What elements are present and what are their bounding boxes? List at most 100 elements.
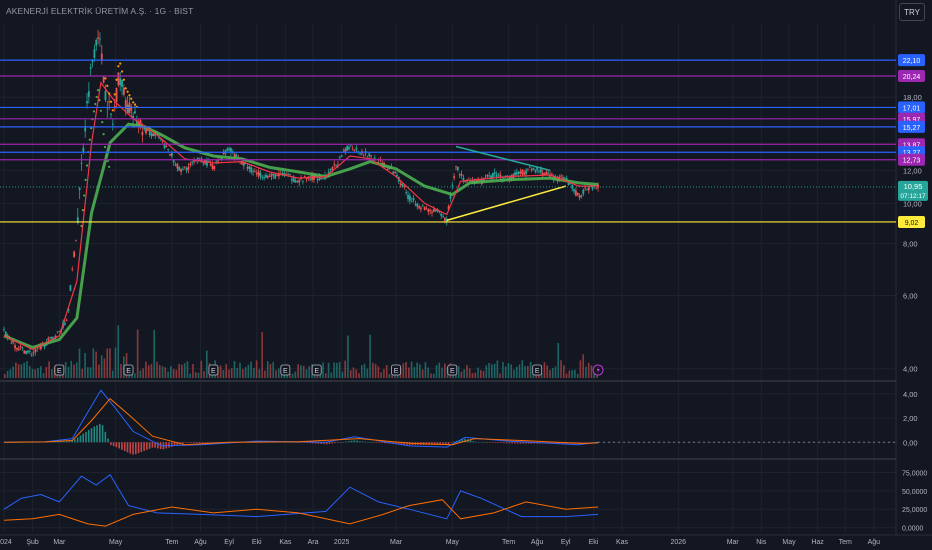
time-axis-label: Eyl bbox=[224, 539, 234, 546]
volume-bar bbox=[261, 332, 263, 378]
volume-bar bbox=[145, 361, 147, 378]
histogram-bar bbox=[182, 442, 184, 444]
histogram-bar bbox=[317, 442, 320, 444]
histogram-bar bbox=[494, 442, 497, 443]
candle-body bbox=[178, 167, 181, 171]
histogram-bar bbox=[464, 438, 466, 443]
candle-body bbox=[39, 344, 42, 350]
volume-bar bbox=[103, 358, 106, 378]
candle-body bbox=[316, 178, 319, 181]
candle-body bbox=[209, 164, 212, 166]
candle-body bbox=[25, 350, 28, 354]
histogram-bar bbox=[198, 442, 201, 444]
volume-bar bbox=[73, 364, 75, 378]
candle-body bbox=[595, 188, 598, 189]
candle-body bbox=[449, 194, 452, 199]
volume-bar bbox=[502, 362, 504, 378]
volume-bar bbox=[117, 325, 120, 378]
candle-body bbox=[211, 164, 214, 169]
histogram-bar bbox=[469, 440, 472, 443]
candle-body bbox=[132, 115, 135, 119]
sar-dot bbox=[85, 164, 89, 167]
candle-body bbox=[340, 155, 343, 157]
candle-body bbox=[102, 76, 105, 83]
volume-bars bbox=[4, 325, 598, 378]
candle-body bbox=[290, 179, 293, 181]
histogram-bar bbox=[453, 441, 455, 443]
sar-dot bbox=[90, 127, 93, 130]
histogram-bar bbox=[107, 438, 109, 443]
candle-body bbox=[346, 146, 349, 151]
candle-body bbox=[174, 164, 177, 166]
candle-body bbox=[202, 162, 205, 164]
candle-body bbox=[530, 169, 533, 171]
candle-body bbox=[414, 204, 417, 205]
candle-body bbox=[97, 37, 99, 39]
price-level-label: 15,97 bbox=[903, 117, 921, 124]
candle-body bbox=[16, 347, 18, 350]
volume-bar bbox=[139, 370, 142, 378]
candle-body bbox=[296, 181, 299, 183]
histogram-bar bbox=[314, 442, 317, 444]
symbol-title: AKENERJİ ELEKTRİK ÜRETİM A.Ş. · 1G · BIS… bbox=[6, 6, 194, 16]
candle-body bbox=[451, 184, 454, 186]
volume-bar bbox=[479, 370, 482, 378]
candle-body bbox=[493, 172, 496, 174]
candle-body bbox=[348, 147, 350, 150]
histogram-bar bbox=[370, 442, 372, 443]
earnings-marker-label: E bbox=[394, 368, 399, 375]
candle-body bbox=[228, 148, 230, 151]
volume-bar bbox=[571, 370, 573, 378]
volume-bar bbox=[128, 373, 131, 378]
volume-bar bbox=[336, 362, 338, 378]
candle-body bbox=[381, 162, 384, 164]
candle-body bbox=[27, 350, 29, 353]
candle-body bbox=[246, 166, 249, 169]
candle-body bbox=[368, 153, 371, 157]
volume-bar bbox=[15, 362, 17, 378]
volume-bar bbox=[100, 355, 103, 378]
candle-body bbox=[143, 128, 146, 130]
histogram-bar bbox=[320, 442, 322, 444]
sar-dot bbox=[92, 110, 96, 113]
histogram-bar bbox=[444, 442, 447, 445]
currency-button[interactable]: TRY bbox=[899, 3, 925, 21]
volume-bar bbox=[477, 367, 479, 378]
candle-body bbox=[353, 149, 356, 151]
histogram-bar bbox=[146, 442, 148, 450]
histogram-bar bbox=[447, 442, 450, 445]
candle-body bbox=[418, 206, 420, 208]
histogram-bar bbox=[561, 442, 563, 444]
volume-bar bbox=[291, 373, 294, 378]
histogram-bar bbox=[508, 442, 511, 444]
candle-body bbox=[582, 189, 585, 195]
volume-bar bbox=[31, 368, 34, 378]
volume-bar bbox=[421, 369, 424, 378]
volume-bar bbox=[513, 369, 515, 378]
candle-body bbox=[517, 171, 520, 174]
earnings-marker-label: E bbox=[535, 368, 540, 375]
candle-body bbox=[456, 166, 459, 170]
volume-bar bbox=[576, 373, 579, 378]
histogram-bar bbox=[101, 425, 104, 443]
volume-bar bbox=[142, 368, 144, 378]
histogram-bar bbox=[431, 442, 433, 445]
candle-body bbox=[445, 218, 448, 223]
histogram-bar bbox=[580, 442, 583, 444]
candle-body bbox=[563, 177, 566, 179]
volume-bar bbox=[300, 365, 302, 378]
candle-body bbox=[277, 173, 280, 177]
histogram-bar bbox=[359, 441, 361, 443]
volume-bar bbox=[197, 372, 200, 378]
candle-body bbox=[331, 167, 334, 170]
histogram-bar bbox=[486, 442, 489, 443]
sar-dot bbox=[124, 87, 127, 90]
candle-body bbox=[305, 178, 308, 180]
candle-body bbox=[250, 167, 253, 173]
time-axis-label: Eki bbox=[589, 539, 599, 546]
volume-bar bbox=[305, 369, 308, 378]
histogram-bar bbox=[337, 442, 339, 443]
volume-bar bbox=[325, 373, 327, 378]
